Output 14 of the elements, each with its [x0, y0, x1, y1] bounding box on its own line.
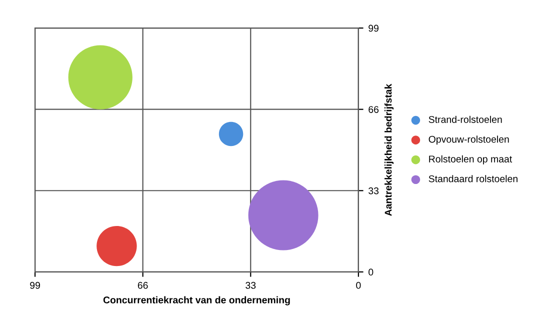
y-tick-label: 66 — [368, 106, 379, 113]
legend-label: Rolstoelen op maat — [429, 155, 512, 164]
legend-label: Standaard rolstoelen — [428, 175, 518, 182]
y-axis-title: Aantrekkelijkheid bedrijfstak — [384, 84, 394, 216]
x-tick-label: 0 — [356, 282, 361, 289]
x-axis-title: Concurrentiekracht van de onderneming — [103, 296, 290, 306]
legend-label: Opvouw-rolstoelen — [428, 136, 509, 145]
y-tick-label: 99 — [368, 24, 379, 32]
legend-label: Strand-rolstoelen — [428, 116, 502, 123]
y-tick-label: 0 — [368, 268, 374, 276]
x-tick-label: 33 — [246, 282, 256, 289]
x-tick-label: 99 — [30, 282, 40, 289]
x-tick-label: 66 — [138, 282, 148, 289]
y-tick-label: 33 — [368, 187, 379, 194]
